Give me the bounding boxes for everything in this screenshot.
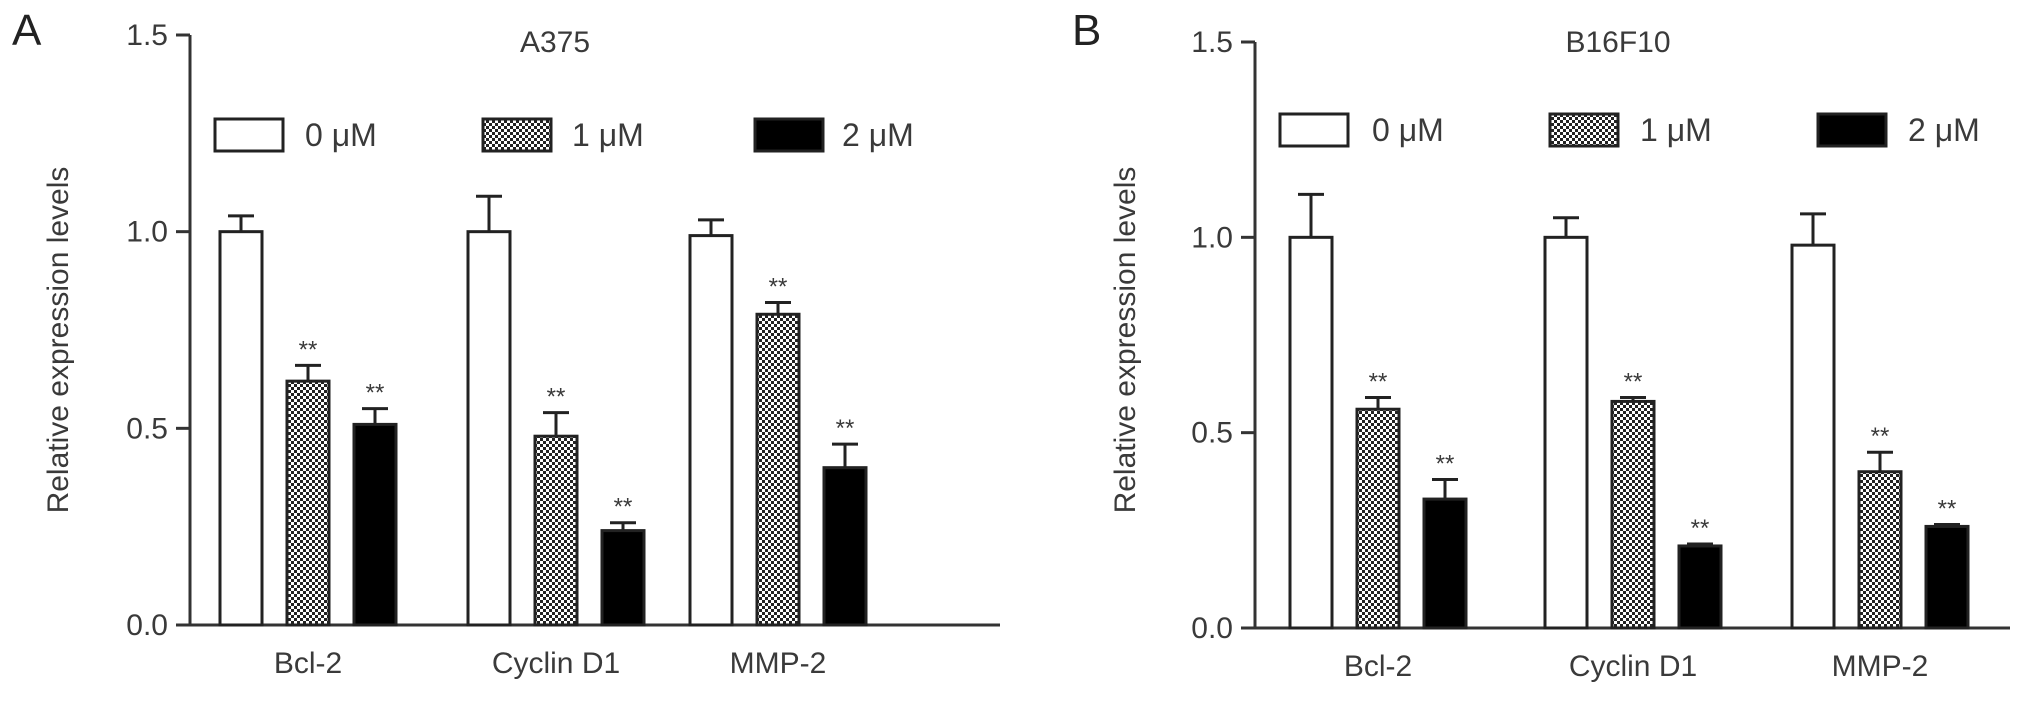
bar-2-bcl-2 [1422, 497, 1468, 630]
x-tick-label: Cyclin D1 [1569, 650, 1697, 683]
x-tick-label: Cyclin D1 [492, 647, 620, 680]
legend-swatch [1278, 112, 1350, 148]
panel-a-chart: A A375 Relative expression levels 0.0 0.5… [12, 6, 1000, 680]
significance-label: ** [769, 273, 788, 300]
significance-label: ** [1624, 369, 1643, 396]
legend-label: 2 μM [1908, 112, 1980, 148]
significance-label: ** [836, 415, 855, 442]
bar-2-mmp-2 [1924, 524, 1970, 630]
y-tick-label: 0.5 [126, 412, 168, 445]
x-tick-label: Bcl-2 [274, 647, 342, 680]
x-tick-label: MMP-2 [1832, 650, 1929, 683]
legend-swatch [213, 117, 285, 153]
y-tick-label: 0.0 [1191, 612, 1233, 645]
y-tick-label: 1.0 [126, 216, 168, 249]
panel-a-legend: 0 μM 1 μM 2 μM [213, 117, 914, 153]
panel-a-y-ticks: 0.0 0.5 1.0 1.5 [126, 19, 190, 642]
panel-b-title: B16F10 [1565, 26, 1670, 59]
y-tick-label: 1.5 [1191, 26, 1233, 59]
panel-b-letter: B [1072, 6, 1101, 55]
legend-swatch [1816, 112, 1888, 148]
panel-b-legend: 0 μM 1 μM 2 μM [1278, 112, 1980, 148]
bar-1-cyclin-d1 [533, 434, 579, 627]
bar-0-mmp-2 [1790, 243, 1836, 630]
significance-label: ** [614, 494, 633, 521]
legend-label: 0 μM [1372, 112, 1444, 148]
legend-label: 1 μM [1640, 112, 1712, 148]
bar-1-cyclin-d1 [1610, 399, 1656, 630]
panel-b-chart: B B16F10 Relative expression levels 0.00… [1072, 6, 2010, 683]
significance-label: ** [1691, 515, 1710, 542]
significance-label: ** [547, 384, 566, 411]
legend-swatch [1548, 112, 1620, 148]
bar-2-mmp-2 [822, 466, 868, 627]
legend-label: 2 μM [842, 117, 914, 153]
significance-label: ** [1436, 451, 1455, 478]
bar-0-bcl-2 [1288, 235, 1334, 630]
x-tick-label: MMP-2 [730, 647, 827, 680]
significance-label: ** [1938, 495, 1957, 522]
significance-label: ** [1871, 423, 1890, 450]
bar-1-bcl-2 [285, 379, 331, 627]
bar-0-mmp-2 [688, 234, 734, 627]
legend-swatch [753, 117, 825, 153]
y-tick-label: 0.5 [1191, 417, 1233, 450]
x-tick-label: Bcl-2 [1344, 650, 1412, 683]
panel-b-x-ticks: Bcl-2 Cyclin D1 MMP-2 [1344, 650, 1929, 683]
bar-1-bcl-2 [1355, 407, 1401, 630]
bar-1-mmp-2 [755, 312, 801, 627]
panel-a-letter: A [12, 6, 42, 55]
significance-label: ** [1369, 369, 1388, 396]
legend-swatch [481, 117, 553, 153]
bar-2-bcl-2 [352, 422, 398, 627]
bar-2-cyclin-d1 [1677, 544, 1723, 630]
y-tick-label: 1.0 [1191, 221, 1233, 254]
bar-0-cyclin-d1 [466, 230, 512, 627]
legend-label: 1 μM [572, 117, 644, 153]
y-tick-label: 1.5 [126, 19, 168, 52]
bar-2-cyclin-d1 [600, 529, 646, 627]
legend-label: 0 μM [305, 117, 377, 153]
significance-label: ** [366, 380, 385, 407]
bar-0-cyclin-d1 [1543, 235, 1589, 630]
y-tick-label: 0.0 [126, 609, 168, 642]
panel-a-bars: ** ** ** ** ** ** [218, 194, 868, 627]
panel-b-bars: ** ** ** ** ** ** [1288, 192, 1970, 630]
bar-0-bcl-2 [218, 230, 264, 627]
panel-b-y-axis-label: Relative expression levels [1109, 167, 1142, 514]
significance-label: ** [299, 336, 318, 363]
panel-a-title: A375 [520, 26, 590, 59]
panel-a-x-ticks: Bcl-2 Cyclin D1 MMP-2 [274, 647, 827, 680]
bar-1-mmp-2 [1857, 470, 1903, 630]
panel-a-y-axis-label: Relative expression levels [42, 167, 75, 514]
panel-b-y-ticks: 0.0 0.5 1.0 1.5 [1191, 26, 1255, 645]
